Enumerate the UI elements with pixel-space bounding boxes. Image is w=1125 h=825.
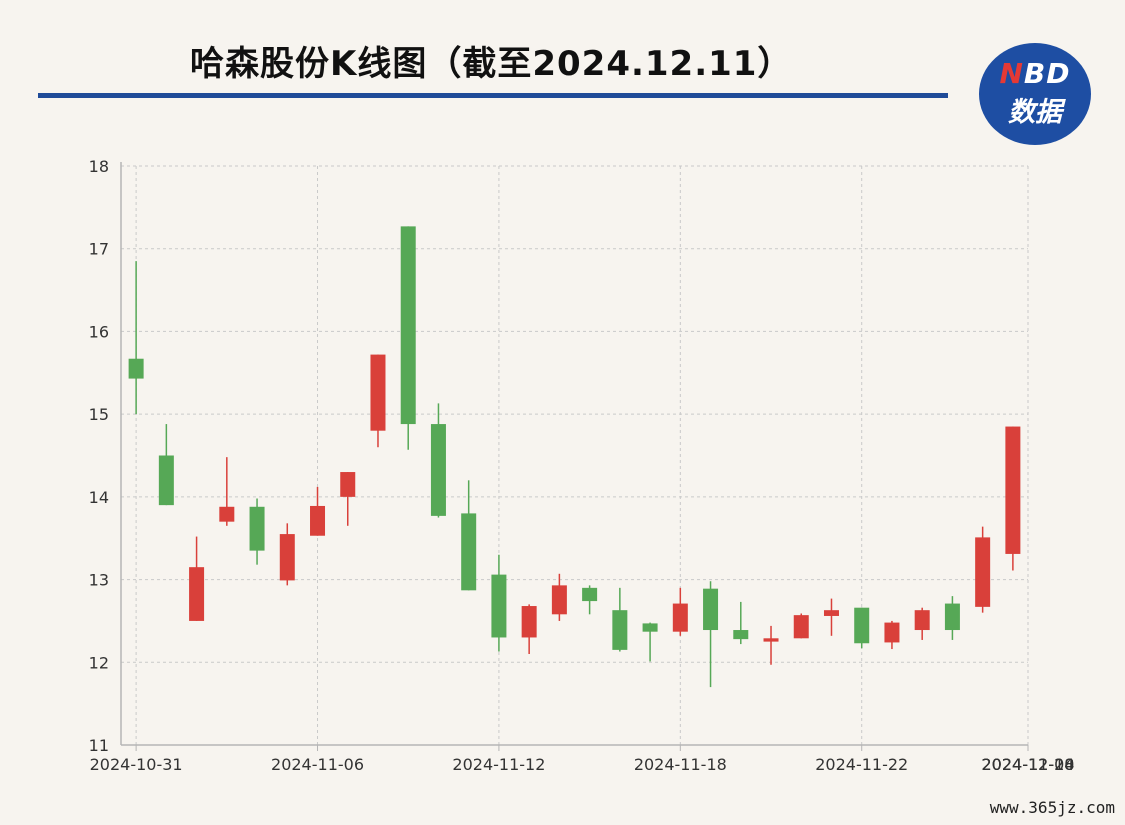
candle-body <box>793 615 809 639</box>
candle-body <box>521 606 537 638</box>
candle-body <box>279 534 295 581</box>
candle-body <box>975 537 991 607</box>
candle-body <box>219 506 235 522</box>
candle-body <box>763 638 779 642</box>
candle-body <box>612 610 628 650</box>
title-underline <box>38 93 948 98</box>
y-tick-label: 12 <box>89 653 109 672</box>
candle-body <box>823 610 839 616</box>
x-tick-label: 2024-11-06 <box>271 755 364 774</box>
candle-body <box>340 472 356 497</box>
candle-body <box>310 505 326 536</box>
candle-body <box>854 607 870 644</box>
candle-body <box>914 610 930 631</box>
candle-body <box>1005 426 1021 554</box>
candle-body <box>642 623 658 632</box>
candle-body <box>400 226 416 425</box>
y-tick-label: 11 <box>89 736 109 755</box>
x-tick-label: 2024-12-10 <box>982 755 1075 774</box>
logo-bottom-text: 数据 <box>1008 97 1062 128</box>
x-tick-label: 2024-11-22 <box>815 755 908 774</box>
candle-body <box>461 513 477 591</box>
candle-body <box>551 585 567 615</box>
logo-top-text: NBD <box>999 57 1071 90</box>
y-tick-label: 13 <box>89 571 109 590</box>
candle-body <box>430 424 446 516</box>
x-tick-label: 2024-10-31 <box>90 755 183 774</box>
source-url: www.365jz.com <box>989 798 1115 817</box>
candle-body <box>703 588 719 631</box>
x-tick-label: 2024-11-28 <box>982 755 1075 774</box>
candle-body <box>944 603 960 631</box>
candle-body <box>672 603 688 632</box>
chart-title: 哈森股份K线图（截至2024.12.11） <box>190 44 793 84</box>
candle-body <box>491 574 507 638</box>
y-tick-label: 18 <box>89 157 109 176</box>
candle-body <box>370 354 386 431</box>
y-tick-label: 17 <box>89 240 109 259</box>
y-tick-label: 14 <box>89 488 109 507</box>
x-tick-label: 2024-12-04 <box>982 755 1075 774</box>
y-tick-label: 15 <box>89 405 109 424</box>
candle-body <box>582 587 598 602</box>
x-tick-label: 2024-11-12 <box>452 755 545 774</box>
candle-body <box>884 622 900 643</box>
candle-body <box>158 455 174 506</box>
x-tick-label: 2024-11-18 <box>634 755 727 774</box>
candle-body <box>128 358 144 379</box>
candle-body <box>733 630 749 640</box>
candle-body <box>189 567 205 621</box>
y-tick-label: 16 <box>89 322 109 341</box>
candle-body <box>249 506 265 551</box>
nbd-logo: NBD 数据 <box>979 43 1091 145</box>
